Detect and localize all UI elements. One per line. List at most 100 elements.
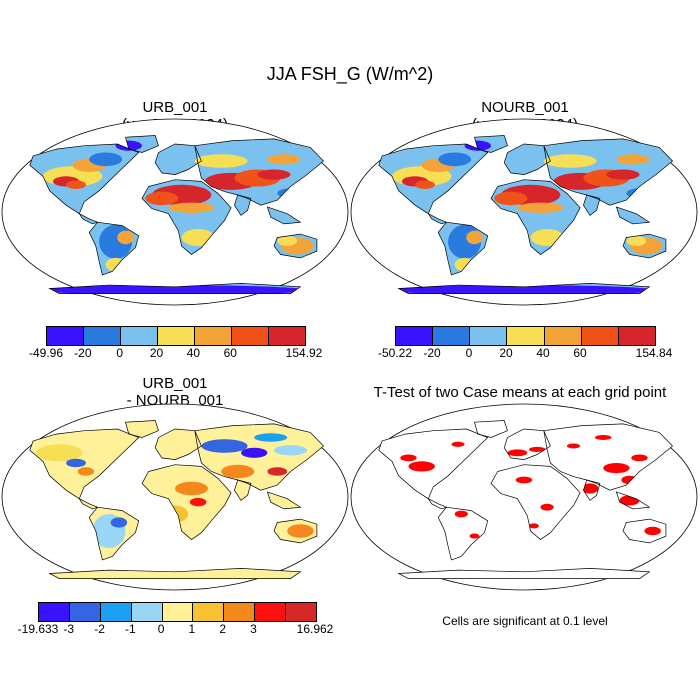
data-cell — [594, 434, 612, 441]
data-cell — [267, 467, 288, 476]
colorbar-swatch — [544, 327, 582, 345]
land-india — [234, 195, 251, 216]
colorbar-tick-label: -20 — [423, 346, 441, 360]
colorbar-swatch — [232, 327, 269, 345]
land-greenland — [125, 420, 159, 438]
panel2-title-line1: NOURB_001 — [481, 99, 569, 116]
colorbar-tick-label: -50.22 — [377, 346, 413, 360]
colorbar-swatch — [162, 603, 194, 621]
coastline-australia — [273, 233, 318, 259]
coastline-centralAm — [427, 497, 448, 510]
coastline-northAmerica — [29, 143, 140, 215]
data-cell — [392, 285, 656, 294]
coastline-centralAm — [78, 497, 99, 510]
colorbar-swatch — [158, 327, 195, 345]
data-cell — [451, 441, 465, 447]
colorbar-tick-label: 0 — [116, 346, 124, 360]
data-cell — [454, 510, 468, 518]
data-cell — [145, 191, 179, 206]
colorbar-swatch — [396, 327, 434, 345]
coastline-northAmerica — [29, 428, 140, 500]
data-cell — [438, 152, 472, 167]
colorbar-swatch — [47, 327, 84, 345]
data-cell — [606, 169, 640, 180]
coastline-southAmerica — [88, 221, 140, 276]
data-cell — [469, 533, 480, 539]
coastline-seAsia — [615, 206, 651, 225]
colorbar-tick-label: 0 — [157, 622, 165, 636]
colorbar-swatch — [224, 603, 256, 621]
land-antarctica — [398, 568, 650, 579]
coastline-centralAm — [427, 212, 448, 225]
data-cell — [408, 461, 435, 472]
land-africa — [142, 464, 232, 540]
colorbar-swatch — [39, 603, 70, 621]
data-cell — [644, 526, 661, 536]
coastline-greenland — [125, 135, 159, 153]
panel4-title: T-Test of two Case means at each grid po… — [373, 384, 667, 401]
colorbar-swatch — [100, 603, 132, 621]
data-cell — [89, 152, 123, 167]
data-cell — [507, 449, 528, 457]
colorbar-tick-label: -3 — [63, 622, 75, 636]
data-cell — [43, 570, 307, 579]
colorbar-swatch — [195, 327, 232, 345]
colorbar-tick-label: -2 — [94, 622, 105, 636]
colorbar-swatch — [193, 603, 225, 621]
data-cell — [189, 497, 207, 507]
colorbar-tick-label: 16.962 — [296, 622, 334, 636]
data-cell — [626, 235, 647, 246]
coastline-africa — [141, 179, 232, 255]
coastline-greenland — [474, 135, 508, 153]
colorbar-swatch — [581, 327, 619, 345]
data-cell — [603, 463, 630, 474]
data-cell — [566, 443, 581, 449]
colorbar-tick-label: 20 — [149, 346, 164, 360]
colorbar-swatch — [255, 603, 287, 621]
colorbar-tick-label: 40 — [536, 346, 550, 360]
data-cell — [287, 524, 314, 538]
land-europe — [155, 144, 202, 175]
data-cell — [254, 433, 288, 442]
coastline-europe — [503, 428, 551, 460]
coastline-australia — [622, 518, 667, 544]
data-cell — [515, 476, 533, 484]
coastline-europe — [154, 428, 202, 460]
colorbar-swatch — [507, 327, 545, 345]
colorbar-swatch — [286, 603, 317, 621]
coastline-seAsia — [266, 206, 302, 225]
colorbar-tick-label: 60 — [573, 346, 587, 360]
colorbar-tick-label: 3 — [250, 622, 257, 636]
coastline-india — [583, 479, 601, 501]
data-cell — [194, 154, 248, 168]
coastline-india — [583, 194, 601, 216]
coastline-seAsia — [615, 491, 651, 510]
coastline-southAmerica — [88, 506, 140, 561]
coastline-northAmerica — [378, 428, 489, 500]
coastline-africa — [490, 179, 581, 255]
coastline-asia — [194, 138, 325, 206]
data-cell — [241, 447, 268, 458]
data-cell — [221, 464, 255, 479]
data-cell — [543, 154, 597, 168]
data-cell — [274, 445, 307, 456]
coastline-southAmerica — [437, 221, 489, 276]
data-cell — [540, 503, 554, 511]
colorbar-tick-label: 20 — [499, 346, 513, 360]
data-cell — [466, 230, 483, 245]
coastline-africa — [490, 464, 581, 540]
colorbar-tick-label: -1 — [124, 622, 136, 636]
coastline-antarctica — [48, 283, 302, 294]
panel4-note: Cells are significant at 0.1 level — [442, 614, 608, 628]
colorbar-tick-label: 1 — [188, 622, 196, 636]
coastline-asia — [194, 423, 325, 491]
colorbar-tick-label: -20 — [74, 346, 92, 360]
data-cell — [517, 202, 564, 213]
coastline-seAsia — [266, 491, 302, 510]
panel3-title-line1: URB_001 — [142, 375, 208, 392]
panel2-colorbar — [395, 326, 656, 346]
panel1-colorbar — [46, 326, 306, 346]
